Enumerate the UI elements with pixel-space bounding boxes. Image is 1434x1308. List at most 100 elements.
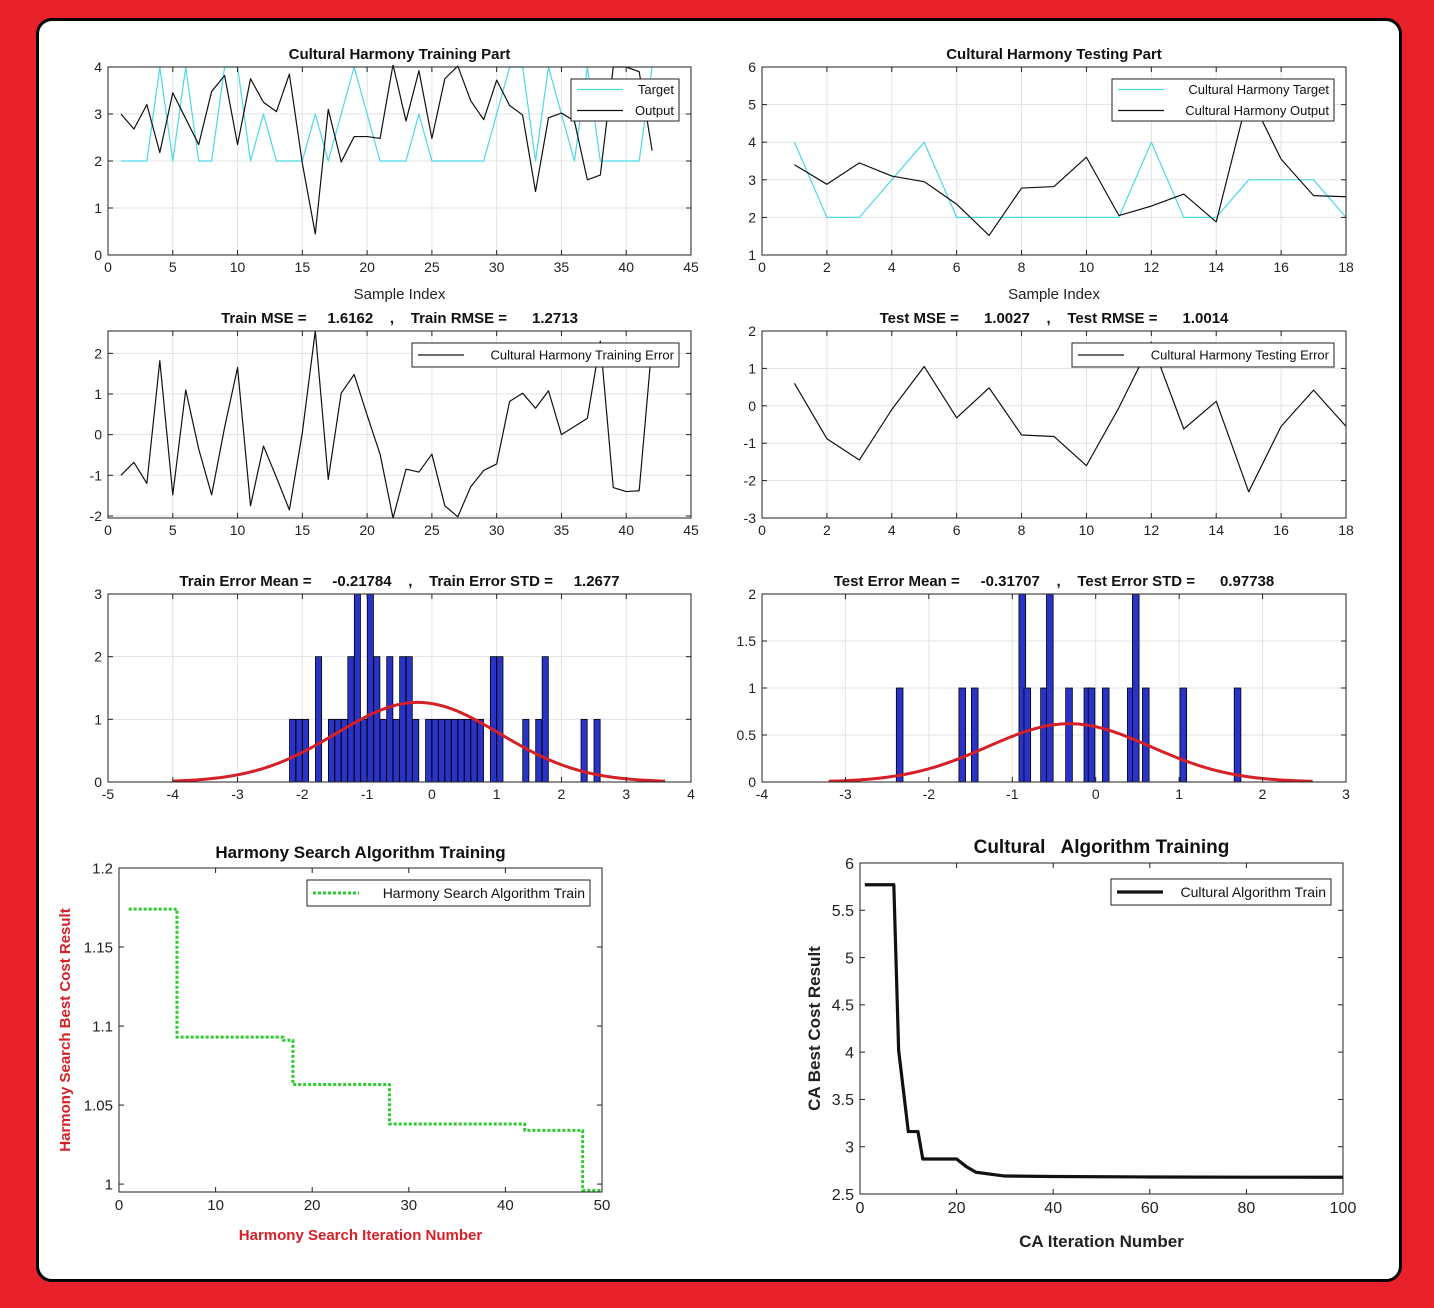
histogram-bar [457, 718, 465, 782]
y-tick-label: 0 [94, 247, 102, 263]
x-tick-label: 50 [594, 1197, 611, 1214]
y-tick-label: 3 [94, 586, 102, 602]
legend-label-output: Output [635, 103, 674, 118]
y-tick-label: -1 [90, 467, 103, 483]
histogram-bar [1087, 687, 1096, 782]
y-tick-label: 1 [105, 1176, 113, 1193]
x-tick-label: 10 [230, 522, 246, 538]
x-tick-label: 6 [953, 259, 961, 275]
x-tick-label: 2 [558, 786, 566, 802]
x-tick-label: 3 [1342, 786, 1350, 802]
histogram-bar [470, 718, 478, 782]
series-line-target [120, 66, 653, 162]
histogram-bar [373, 656, 381, 782]
plot-data [128, 907, 602, 1192]
x-tick-label: 14 [1208, 259, 1224, 275]
y-tick-label: 1 [748, 680, 756, 696]
x-tick-label: 15 [295, 522, 311, 538]
x-tick-label: -2 [923, 786, 936, 802]
normal-fit-curve [828, 722, 1313, 782]
y-tick-label: 2 [748, 586, 756, 602]
histogram-bar [295, 718, 303, 782]
y-tick-label: 1.05 [84, 1097, 113, 1114]
x-tick-label: -3 [839, 786, 852, 802]
legend: Cultural Harmony Testing Error [1071, 342, 1335, 368]
histogram-bar [392, 718, 400, 782]
histogram-bar [535, 718, 543, 782]
x-tick-label: 16 [1273, 259, 1289, 275]
y-tick-label: -2 [90, 508, 103, 524]
series-line-cultural-harmony-testing-error [793, 341, 1346, 493]
axes-box [859, 862, 1344, 1195]
y-tick-label: 5.5 [832, 903, 854, 920]
histogram-bar [412, 718, 420, 782]
x-tick-label: 18 [1338, 522, 1354, 538]
y-tick-label: 0 [94, 427, 102, 443]
histogram-bar [541, 656, 549, 782]
x-tick-label: -2 [296, 786, 309, 802]
y-tick-label: 3.5 [832, 1092, 854, 1109]
x-tick-label: 40 [618, 522, 634, 538]
y-tick-label: 2 [748, 323, 756, 339]
x-tick-label: 40 [497, 1197, 514, 1214]
x-tick-label: 4 [888, 259, 896, 275]
series-line-cultural-harmony-target [793, 141, 1346, 218]
histogram-bar [593, 718, 601, 782]
legend-label-cultural-harmony-output: Cultural Harmony Output [1185, 103, 1329, 118]
chart-3: 0 5 10 15 20 25 30 35 40 45 -2 -1 0 1 2 Train MSE = 1.6… [90, 310, 699, 538]
plot-data [120, 65, 653, 235]
x-tick-label: 30 [400, 1197, 417, 1214]
histogram-bar [289, 718, 297, 782]
x-tick-label: 4 [687, 786, 695, 802]
x-tick-label: 35 [554, 259, 570, 275]
histogram-bar [328, 718, 335, 782]
y-tick-label: 3 [845, 1139, 854, 1156]
y-tick-label: 0 [748, 774, 756, 790]
histogram-bar [1023, 687, 1032, 782]
y-tick-label: 0 [94, 774, 102, 790]
x-axis-label: Sample Index [1008, 286, 1100, 303]
y-tick-label: 2.5 [832, 1187, 854, 1204]
y-tick-label: 1 [94, 711, 102, 727]
y-tick-label: 4.5 [832, 998, 854, 1015]
x-tick-label: 20 [359, 522, 375, 538]
legend: Cultural Harmony Target Cultural Harmony … [1111, 78, 1335, 122]
histogram-bar [334, 718, 342, 782]
y-tick-label: 3 [94, 106, 102, 122]
x-tick-label: 0 [104, 259, 112, 275]
legend-box [570, 78, 680, 122]
axes-box [761, 66, 1347, 256]
x-tick-label: 0 [1092, 786, 1100, 802]
plot-data [828, 593, 1313, 782]
x-tick-label: 25 [424, 259, 440, 275]
histogram-bar [347, 656, 355, 782]
x-tick-label: 40 [618, 259, 634, 275]
axes-box [118, 867, 603, 1193]
plot-data [120, 330, 653, 518]
histogram-bar [895, 687, 904, 782]
x-tick-label: 20 [304, 1197, 321, 1214]
x-tick-label: 5 [169, 259, 177, 275]
x-tick-label: 25 [424, 522, 440, 538]
legend-label-target: Target [638, 82, 675, 97]
x-tick-label: 2 [823, 259, 831, 275]
x-tick-label: 8 [1018, 259, 1026, 275]
y-tick-label: -2 [744, 473, 757, 489]
histogram-bar [366, 593, 374, 782]
histogram-bar [405, 656, 413, 782]
x-tick-label: -3 [231, 786, 244, 802]
x-tick-label: 6 [953, 522, 961, 538]
x-tick-label: 0 [104, 522, 112, 538]
x-tick-label: 4 [888, 522, 896, 538]
histogram-bar [425, 718, 433, 782]
chart-title: Train MSE = 1.6162 , Train RMSE = 1.2713 [221, 310, 578, 327]
normal-fit-curve [172, 700, 666, 782]
histogram-bar [464, 718, 471, 782]
x-tick-label: 0 [856, 1200, 865, 1217]
x-tick-label: 18 [1338, 259, 1354, 275]
plot-area [860, 863, 1343, 1194]
x-axis-label: Harmony Search Iteration Number [239, 1227, 483, 1244]
histogram-bar [353, 593, 361, 782]
x-tick-label: 45 [683, 522, 699, 538]
